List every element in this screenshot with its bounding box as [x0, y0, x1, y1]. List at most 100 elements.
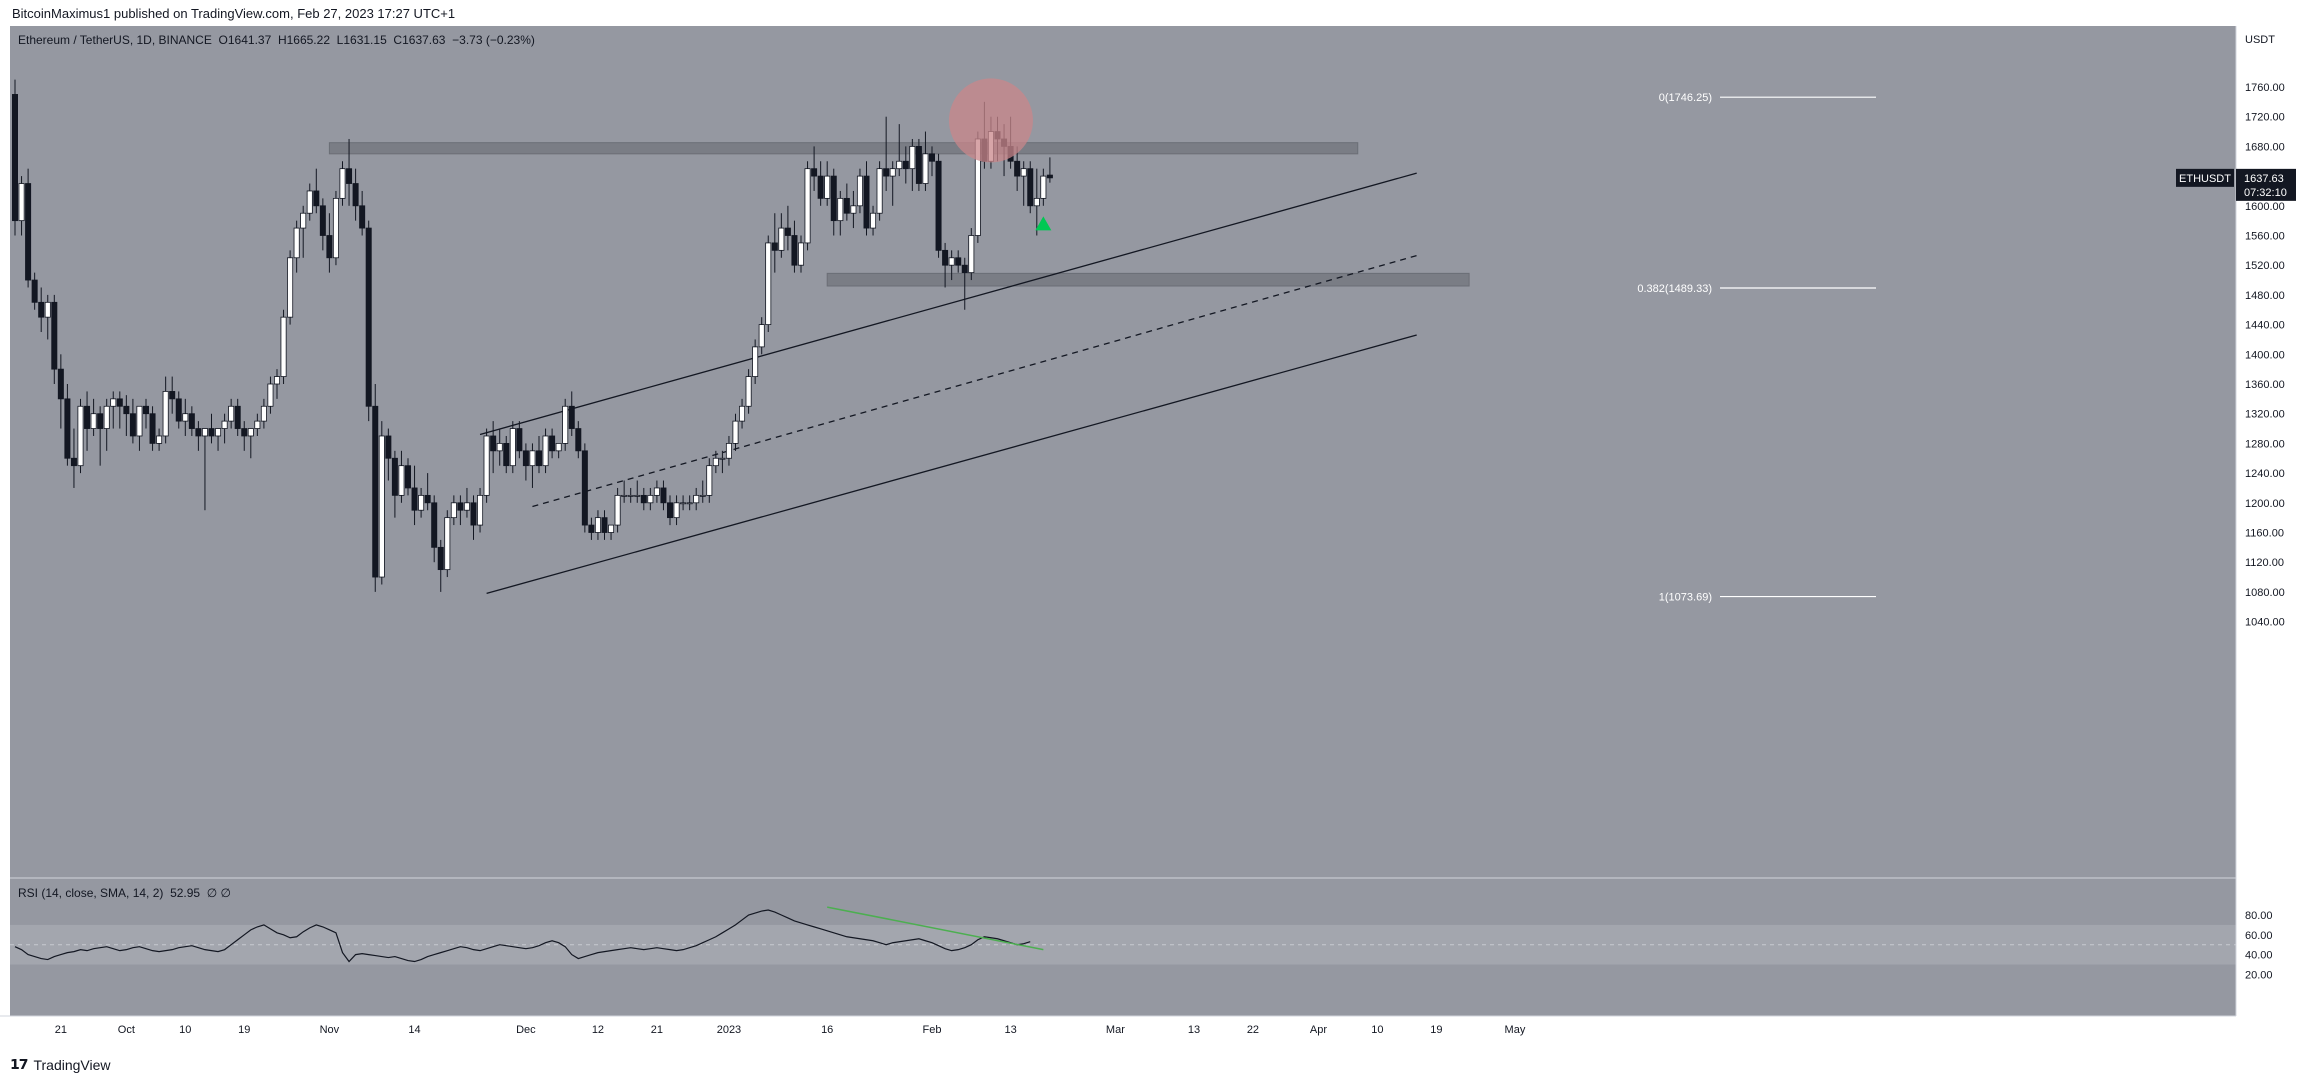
candle-body [968, 235, 975, 274]
candle-body [929, 153, 936, 162]
candle-body [660, 487, 667, 504]
candle-body [647, 494, 654, 504]
candle-body [588, 524, 595, 533]
candle-body [1014, 160, 1021, 177]
price-tick-label: 1560.00 [2245, 231, 2285, 243]
candle-body [162, 391, 169, 437]
candle-body [18, 183, 25, 222]
candle-body [791, 235, 798, 266]
candle-body [201, 428, 208, 437]
time-tick-label: 12 [592, 1024, 604, 1036]
candle-body [221, 420, 228, 429]
candle-body [739, 405, 746, 422]
time-axis[interactable]: 21 Oct 10 19 Nov 14 Dec 12 21 2023 16 Feb 13 Mar 13 22 A… [0, 1015, 2236, 1048]
candle-body [817, 175, 824, 199]
candle-body [385, 435, 392, 459]
tradingview-brand: TradingView [33, 1056, 111, 1073]
candle-body [339, 168, 346, 199]
candle-body [627, 494, 634, 497]
candle-body [1046, 174, 1053, 179]
candle-body [64, 398, 71, 459]
price-tick-label: 1240.00 [2245, 468, 2285, 480]
candle-body [25, 183, 32, 281]
candle-body [123, 405, 130, 415]
candle-body [902, 160, 909, 170]
price-chart[interactable]: 0(1746.25) 0.382(1489.33) 1(1073.69) USDT 1… [0, 26, 2314, 1048]
candle-body [129, 413, 136, 437]
high-value: 1665.22 [286, 33, 330, 47]
candle-body [856, 175, 863, 207]
time-tick-label: 10 [179, 1024, 191, 1036]
candle-body [313, 190, 320, 207]
price-tick-label: 1280.00 [2245, 438, 2285, 450]
candle-body [555, 442, 562, 452]
candle-body [922, 153, 929, 184]
time-tick-label: Oct [118, 1024, 135, 1036]
candle-body [516, 428, 523, 452]
time-tick-label: Mar [1106, 1024, 1125, 1036]
open-value: 1641.37 [227, 33, 272, 47]
candle-body [522, 450, 529, 467]
candle-body [562, 405, 569, 444]
candle-body [411, 487, 418, 511]
candle-body [634, 494, 641, 497]
candle-body [477, 494, 484, 526]
candle-body [57, 368, 64, 400]
candle-body [784, 227, 791, 236]
candle-body [346, 168, 353, 184]
time-tick-label: May [1505, 1024, 1526, 1036]
candle-body [863, 175, 870, 229]
time-tick-label: Nov [320, 1024, 340, 1036]
price-tag-value: 1637.63 [2244, 173, 2284, 185]
candle-body [418, 494, 425, 511]
time-tick-label: 22 [1247, 1024, 1259, 1036]
candle-body [712, 457, 719, 467]
candle-body [182, 413, 189, 422]
close-label: C [393, 33, 403, 47]
candle-body [955, 257, 962, 266]
candle-body [876, 168, 883, 214]
tradingview-logo-icon: 𝟭𝟳 [10, 1056, 29, 1072]
candle-body [136, 405, 143, 437]
candle-body [31, 279, 38, 303]
candle-body [287, 257, 294, 318]
candle-body [267, 383, 274, 407]
price-tick-label: 1320.00 [2245, 409, 2285, 421]
candle-body [372, 405, 379, 578]
candle-body [306, 190, 313, 214]
candle-body [1027, 168, 1034, 207]
price-axis[interactable]: USDT 1040.00 1080.00 1120.00 1160.00 1200.00 1… [2176, 26, 2314, 1048]
candle-body [725, 442, 732, 459]
candle-body [765, 242, 772, 326]
candle-body [1040, 175, 1047, 199]
price-tick-label: 1520.00 [2245, 260, 2285, 272]
candle-body [811, 168, 818, 177]
symbol-tag-label: ETHUSDT [2179, 173, 2231, 185]
candle-body [496, 442, 503, 452]
candle-body [437, 546, 444, 571]
candle-body [247, 428, 254, 437]
candle-body [1033, 197, 1040, 207]
candle-body [536, 450, 543, 467]
candle-body [260, 405, 267, 422]
symbol-legend: Ethereum / TetherUS, 1D, BINANCE O1641.3… [18, 33, 535, 47]
time-tick-label: 21 [55, 1024, 67, 1036]
rsi-tick-label: 20.00 [2245, 969, 2273, 981]
candle-body [509, 428, 516, 467]
time-tick-label: 10 [1371, 1024, 1383, 1036]
candle-body [732, 420, 739, 444]
rsi-extra: ∅ ∅ [206, 886, 232, 900]
candle-body [719, 457, 726, 460]
candle-body [359, 205, 366, 229]
rsi-title: RSI (14, close, SMA, 14, 2) [18, 886, 164, 900]
publish-info: BitcoinMaximus1 published on TradingView… [12, 6, 456, 21]
candle-body [889, 168, 896, 177]
candle-body [942, 249, 949, 266]
tradingview-logo[interactable]: 𝟭𝟳 TradingView [10, 1056, 111, 1073]
price-tick-label: 1160.00 [2245, 528, 2284, 540]
bounce-arrow-icon [1035, 216, 1052, 231]
ascending-channel [479, 172, 1417, 595]
candle-body [90, 413, 97, 429]
open-label: O [218, 33, 228, 47]
candle-body [273, 376, 280, 385]
